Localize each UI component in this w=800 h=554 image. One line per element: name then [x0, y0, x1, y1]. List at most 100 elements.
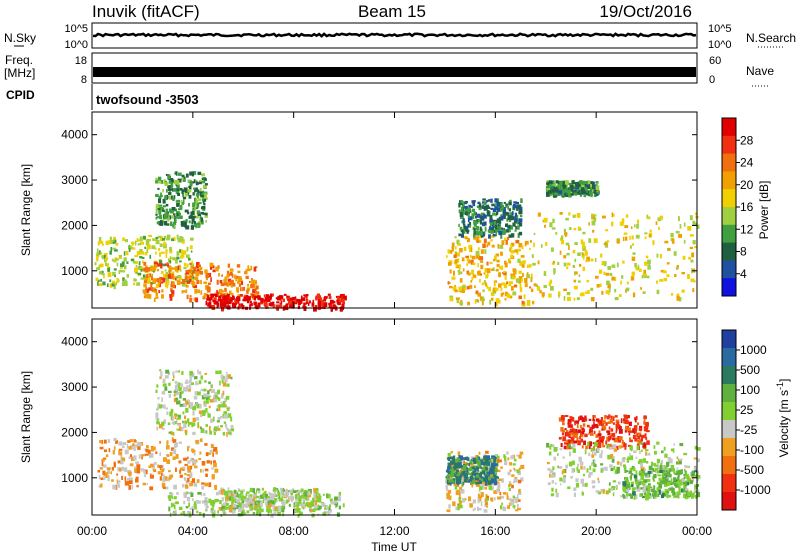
data-cell	[494, 480, 498, 486]
data-cell	[547, 468, 551, 471]
data-cell	[551, 227, 556, 230]
data-cell	[282, 298, 285, 303]
data-cell	[121, 457, 126, 462]
data-cell	[196, 510, 199, 514]
data-cell	[222, 306, 224, 311]
data-cell	[229, 290, 232, 295]
data-cell	[118, 451, 123, 456]
data-cell	[520, 198, 523, 203]
data-cell	[689, 215, 693, 221]
data-cell	[629, 439, 633, 443]
data-cell	[201, 206, 206, 210]
data-cell	[184, 276, 188, 281]
data-cell	[159, 376, 162, 379]
data-cell	[227, 278, 232, 282]
data-cell	[568, 182, 572, 185]
data-cell	[198, 198, 202, 201]
data-cell	[156, 421, 160, 425]
data-cell	[189, 278, 192, 282]
data-cell	[495, 253, 499, 257]
data-cell	[562, 469, 565, 474]
data-cell	[244, 497, 248, 503]
data-cell	[167, 211, 169, 214]
data-cell	[484, 226, 487, 232]
data-cell	[593, 214, 597, 217]
data-cell	[216, 492, 219, 496]
data-cell	[451, 459, 454, 463]
data-cell	[221, 274, 223, 277]
data-cell	[160, 192, 162, 197]
data-cell	[639, 428, 642, 432]
data-cell	[203, 430, 207, 434]
data-cell	[469, 248, 471, 252]
data-cell	[150, 266, 155, 272]
data-cell	[244, 271, 246, 275]
data-cell	[137, 446, 141, 450]
data-cell	[173, 444, 177, 449]
data-cell	[471, 276, 474, 281]
data-cell	[230, 493, 234, 497]
data-cell	[177, 417, 181, 420]
data-cell	[162, 383, 167, 387]
data-cell	[460, 200, 464, 204]
data-cell	[307, 302, 310, 306]
data-cell	[465, 255, 469, 258]
data-cell	[96, 267, 101, 271]
data-cell	[189, 507, 192, 510]
data-cell	[292, 496, 294, 500]
data-cell	[577, 187, 582, 190]
data-cell	[131, 484, 134, 490]
data-cell	[603, 242, 608, 246]
data-cell	[205, 394, 210, 398]
data-cell	[478, 270, 481, 274]
data-cell	[185, 289, 188, 293]
data-cell	[198, 180, 203, 183]
data-cell	[478, 478, 483, 483]
data-cell	[166, 454, 170, 457]
data-cell	[593, 421, 595, 426]
data-cell	[571, 440, 574, 445]
data-cell	[247, 265, 250, 270]
data-cell	[563, 184, 566, 189]
data-cell	[207, 396, 211, 400]
data-cell	[168, 390, 172, 393]
data-cell	[101, 243, 104, 246]
data-cell	[459, 278, 463, 283]
data-cell	[500, 466, 503, 469]
data-cell	[469, 503, 473, 508]
data-cell	[492, 212, 496, 216]
data-cell	[112, 449, 115, 455]
data-cell	[159, 236, 164, 242]
data-cell	[228, 282, 232, 286]
data-cell	[198, 270, 201, 273]
data-cell	[500, 265, 504, 270]
data-cell	[500, 214, 504, 218]
data-cell	[194, 179, 198, 183]
data-cell	[133, 278, 136, 282]
colorbar-tick-label: -500	[740, 463, 764, 477]
data-cell	[133, 444, 138, 448]
data-cell	[136, 476, 139, 482]
data-cell	[216, 303, 219, 308]
data-cell	[200, 428, 205, 433]
data-cell	[117, 480, 121, 483]
data-cell	[448, 504, 451, 509]
data-cell	[245, 275, 249, 279]
data-cell	[645, 422, 649, 426]
data-cell	[482, 462, 487, 466]
data-cell	[187, 510, 191, 514]
data-cell	[155, 283, 159, 288]
data-cell	[600, 417, 604, 422]
data-cell	[446, 509, 451, 513]
data-cell	[195, 271, 200, 276]
data-cell	[183, 199, 185, 204]
data-cell	[556, 447, 559, 451]
data-cell	[164, 195, 168, 200]
data-cell	[676, 467, 679, 470]
data-cell	[624, 469, 627, 473]
data-cell	[574, 242, 578, 245]
data-cell	[634, 437, 638, 442]
data-cell	[654, 464, 658, 467]
data-cell	[309, 300, 311, 304]
data-cell	[182, 250, 187, 255]
